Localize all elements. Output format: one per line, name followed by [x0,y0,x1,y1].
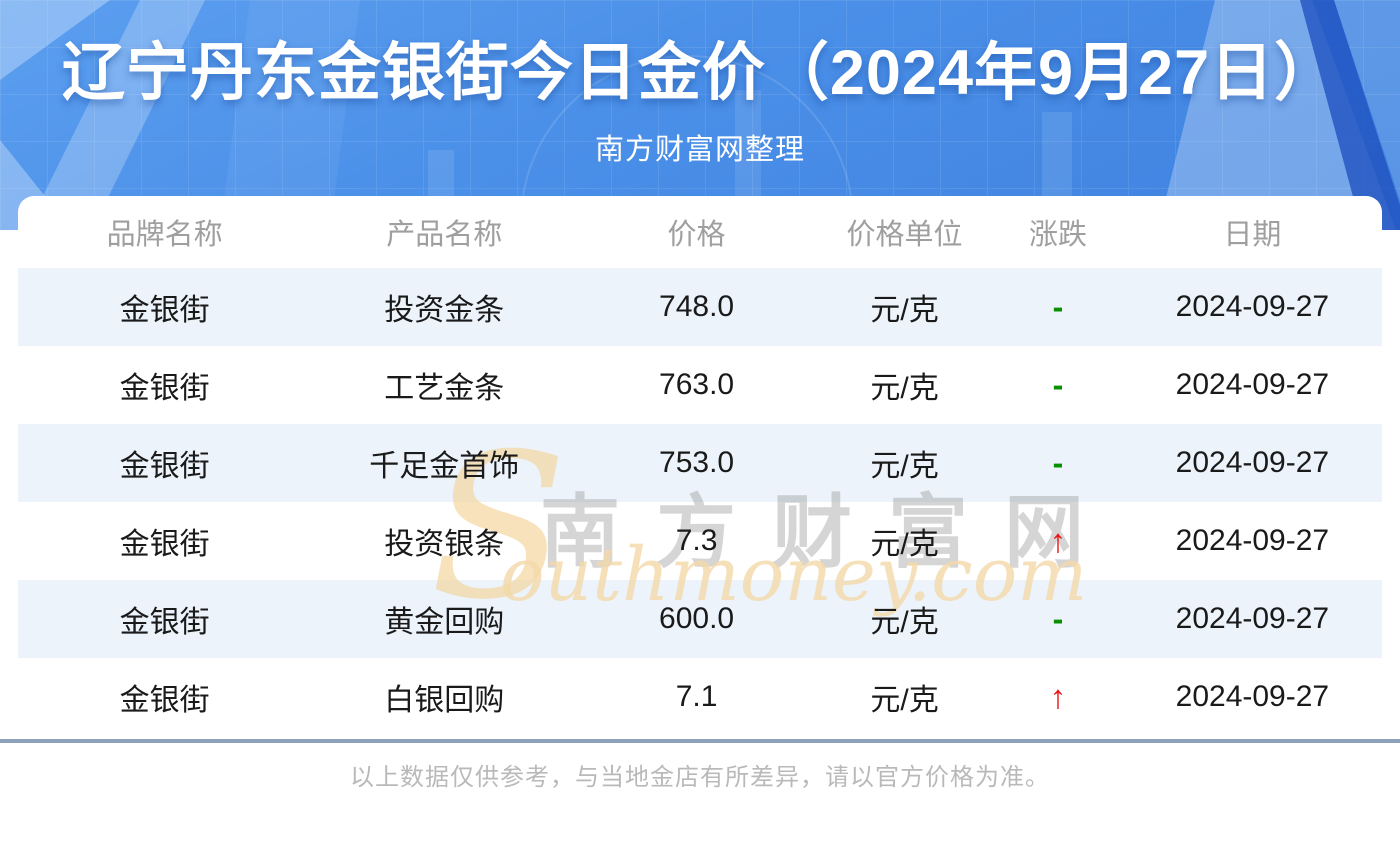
table-row: 金银街 工艺金条 763.0 元/克 - 2024-09-27 [18,346,1382,424]
cell-brand: 金银街 [119,606,210,639]
column-header-date: 日期 [1223,219,1282,251]
cell-date: 2024-09-27 [1175,446,1330,479]
cell-date: 2024-09-27 [1175,680,1330,713]
price-table-card: 品牌名称 产品名称 价格 价格单位 涨跌 日期 金银街 投资金条 748.0 元/克 -… [18,196,1382,736]
table-row: 金银街 投资银条 7.3 元/克 ↑ 2024-09-27 [18,502,1382,580]
table-row: 金银街 千足金首饰 753.0 元/克 - 2024-09-27 [18,424,1382,502]
column-header-unit: 价格单位 [846,219,963,251]
cell-product: 千足金首饰 [369,450,520,483]
cell-price: 748.0 [659,290,735,323]
cell-date: 2024-09-27 [1175,290,1330,323]
cell-price: 7.3 [675,524,718,557]
hero-banner: 辽宁丹东金银街今日金价（2024年9月27日） 南方财富网整理 [0,0,1400,230]
table-row: 金银街 黄金回购 600.0 元/克 - 2024-09-27 [18,580,1382,658]
cell-price: 7.1 [675,680,718,713]
column-header-brand: 品牌名称 [106,219,223,251]
cell-product: 投资金条 [384,294,505,327]
cell-change: - [1052,288,1064,325]
table-row: 金银街 投资金条 748.0 元/克 - 2024-09-27 [18,268,1382,346]
table-row: 金银街 白银回购 7.1 元/克 ↑ 2024-09-27 [18,658,1382,736]
cell-change: ↑ [1049,522,1067,559]
cell-product: 黄金回购 [384,606,505,639]
cell-date: 2024-09-27 [1175,524,1330,557]
cell-unit: 元/克 [870,294,939,327]
cell-change: - [1052,600,1064,637]
cell-unit: 元/克 [870,606,939,639]
table-body: 金银街 投资金条 748.0 元/克 -2024-09-27 金银街 工艺金条 763.0 元/… [18,268,1382,736]
cell-change: - [1052,444,1064,481]
cell-brand: 金银街 [119,372,210,405]
cell-change: ↑ [1049,678,1067,715]
cell-product: 白银回购 [384,684,505,717]
cell-price: 600.0 [659,602,735,635]
column-header-product: 产品名称 [386,219,503,251]
footer-divider [0,739,1400,743]
cell-brand: 金银街 [119,450,210,483]
cell-unit: 元/克 [870,528,939,561]
column-header-price: 价格 [667,219,726,251]
disclaimer-text: 以上数据仅供参考，与当地金店有所差异，请以官方价格为准。 [350,764,1050,791]
cell-unit: 元/克 [870,450,939,483]
cell-price: 753.0 [659,446,735,479]
cell-price: 763.0 [659,368,735,401]
column-header-change: 涨跌 [1029,219,1088,251]
cell-change: - [1052,366,1064,403]
page-title: 辽宁丹东金银街今日金价（2024年9月27日） [61,38,1339,108]
cell-product: 投资银条 [384,528,505,561]
cell-unit: 元/克 [870,372,939,405]
page-subtitle: 南方财富网整理 [594,134,805,166]
cell-brand: 金银街 [119,684,210,717]
cell-brand: 金银街 [119,528,210,561]
table-header-row: 品牌名称 产品名称 价格 价格单位 涨跌 日期 [18,196,1382,268]
cell-brand: 金银街 [119,294,210,327]
cell-unit: 元/克 [870,684,939,717]
cell-date: 2024-09-27 [1175,602,1330,635]
cell-product: 工艺金条 [384,372,505,405]
cell-date: 2024-09-27 [1175,368,1330,401]
